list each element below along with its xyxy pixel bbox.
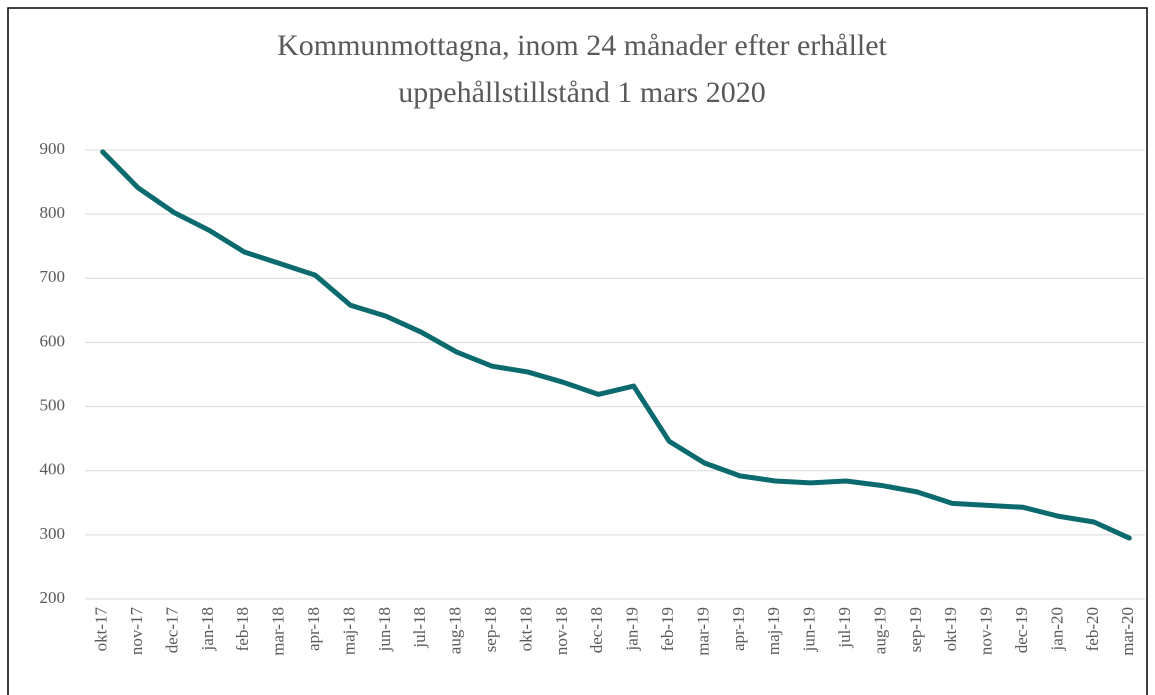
x-tick-label: nov-19 xyxy=(977,607,996,655)
x-tick-label: mar-20 xyxy=(1118,607,1137,656)
x-tick-label: nov-17 xyxy=(127,607,146,656)
x-tick-label: jun-19 xyxy=(800,607,819,652)
x-tick-label: dec-17 xyxy=(162,607,181,654)
x-tick-label: sep-18 xyxy=(481,607,500,652)
data-line xyxy=(100,149,1132,541)
x-tick-label: jun-18 xyxy=(375,607,394,652)
y-tick-label: 900 xyxy=(40,139,66,158)
x-tick-label: jan-20 xyxy=(1047,607,1066,651)
chart-title: Kommunmottagna, inom 24 månader efter er… xyxy=(277,29,887,62)
x-tick-label: jan-18 xyxy=(198,607,217,651)
x-tick-label: mar-19 xyxy=(693,607,712,656)
x-tick-label: apr-18 xyxy=(304,607,323,651)
x-tick-label: okt-19 xyxy=(941,607,960,651)
x-tick-label: dec-18 xyxy=(587,607,606,653)
x-tick-label: feb-18 xyxy=(233,607,252,651)
x-tick-label: okt-18 xyxy=(516,607,535,651)
x-tick-label: maj-18 xyxy=(339,607,358,655)
y-tick-label: 300 xyxy=(40,524,66,543)
y-tick-label: 400 xyxy=(40,460,66,479)
y-tick-label: 700 xyxy=(40,267,66,286)
frame xyxy=(7,7,1148,695)
x-tick-label: aug-19 xyxy=(870,607,889,654)
y-tick-label: 500 xyxy=(40,395,66,414)
y-tick-label: 600 xyxy=(40,331,66,350)
chart-title: uppehållstillstånd 1 mars 2020 xyxy=(398,76,765,109)
y-tick-label: 800 xyxy=(40,203,66,222)
x-tick-label: feb-19 xyxy=(658,607,677,651)
y-tick-label: 200 xyxy=(40,588,66,607)
x-tick-label: maj-19 xyxy=(764,607,783,655)
x-tick-label: feb-20 xyxy=(1083,607,1102,651)
x-tick-label: mar-18 xyxy=(269,607,288,656)
x-tick-label: aug-18 xyxy=(446,607,465,654)
x-tick-label: jul-18 xyxy=(410,607,429,649)
x-tick-label: jan-19 xyxy=(623,607,642,651)
x-tick-label: sep-19 xyxy=(906,607,925,652)
x-tick-label: nov-18 xyxy=(552,607,571,655)
x-tick-label: okt-17 xyxy=(92,607,111,652)
x-tick-label: jul-19 xyxy=(835,607,854,649)
x-tick-label: apr-19 xyxy=(729,607,748,651)
x-tick-label: dec-19 xyxy=(1012,607,1031,653)
